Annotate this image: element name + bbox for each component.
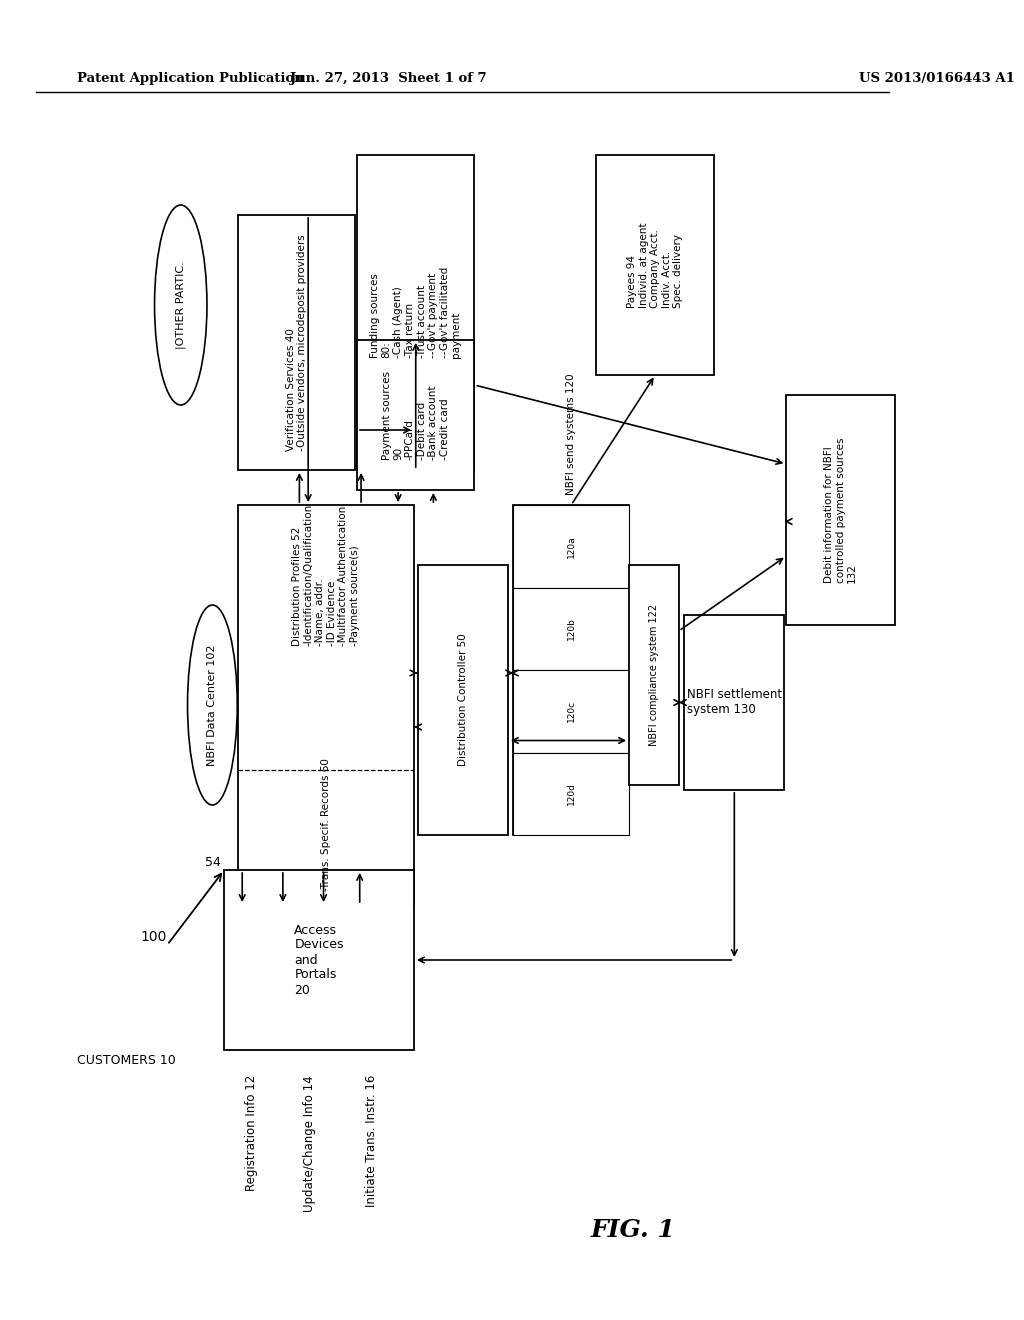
Bar bbox=[629, 565, 679, 785]
Text: NBFI compliance system 122: NBFI compliance system 122 bbox=[649, 605, 658, 746]
Bar bbox=[513, 587, 629, 671]
Text: Payees 94
Individ. at agent
Company Acct.
Indiv. Acct.
Spec. delivery: Payees 94 Individ. at agent Company Acct… bbox=[627, 222, 683, 308]
Bar bbox=[684, 615, 784, 789]
Bar bbox=[357, 341, 474, 490]
Bar bbox=[357, 154, 474, 470]
Text: 120b: 120b bbox=[566, 618, 575, 640]
Ellipse shape bbox=[187, 605, 238, 805]
Text: Payment sources
90
-PPCard
-Debit card
-Bank account
-Credit card: Payment sources 90 -PPCard -Debit card -… bbox=[382, 371, 450, 459]
Text: Update/Change Info 14: Update/Change Info 14 bbox=[303, 1074, 316, 1212]
Text: |OTHER PARTIC.: |OTHER PARTIC. bbox=[175, 261, 186, 348]
Ellipse shape bbox=[155, 205, 207, 405]
Text: FIG. 1: FIG. 1 bbox=[590, 1218, 675, 1242]
Bar bbox=[513, 671, 629, 752]
Text: 54: 54 bbox=[205, 855, 220, 869]
Text: Initiate Trans. Instr. 16: Initiate Trans. Instr. 16 bbox=[365, 1074, 378, 1208]
Text: CUSTOMERS 10: CUSTOMERS 10 bbox=[77, 1053, 176, 1067]
Bar bbox=[238, 506, 414, 906]
Text: Patent Application Publication: Patent Application Publication bbox=[77, 73, 303, 84]
Bar bbox=[513, 752, 629, 836]
Text: Access
Devices
and
Portals
20: Access Devices and Portals 20 bbox=[294, 924, 344, 997]
Text: Jun. 27, 2013  Sheet 1 of 7: Jun. 27, 2013 Sheet 1 of 7 bbox=[291, 73, 487, 84]
Text: NBFI settlement
system 130: NBFI settlement system 130 bbox=[687, 689, 782, 717]
Bar bbox=[224, 870, 414, 1049]
Bar bbox=[418, 565, 508, 836]
Text: 120d: 120d bbox=[566, 783, 575, 805]
Bar bbox=[786, 395, 895, 624]
Text: Distribution Profiles 52
-Identification/Qualification
-Name, addr.
-ID Evidence: Distribution Profiles 52 -Identification… bbox=[292, 504, 359, 645]
Bar bbox=[238, 215, 355, 470]
Bar bbox=[597, 154, 714, 375]
Text: Funding sources
80:
-Cash (Agent)
-Tax return
-Trust account
--Gov't payment
--G: Funding sources 80: -Cash (Agent) -Tax r… bbox=[370, 267, 462, 358]
Bar bbox=[513, 506, 629, 836]
Text: 120a: 120a bbox=[566, 535, 575, 557]
Text: 120c: 120c bbox=[566, 700, 575, 722]
Text: NBFI send systems 120: NBFI send systems 120 bbox=[566, 374, 577, 495]
Text: Distribution Controller 50: Distribution Controller 50 bbox=[458, 634, 468, 767]
Text: Debit information for NBFI
controlled payment sources
132: Debit information for NBFI controlled pa… bbox=[824, 437, 857, 582]
Bar bbox=[513, 506, 629, 587]
Text: -Trans. Specif. Records 60: -Trans. Specif. Records 60 bbox=[321, 759, 331, 891]
Text: Verification Services 40
-Outside vendors, microdeposit providers: Verification Services 40 -Outside vendor… bbox=[286, 234, 307, 451]
Text: Registration Info 12: Registration Info 12 bbox=[245, 1074, 258, 1191]
Text: US 2013/0166443 A1: US 2013/0166443 A1 bbox=[858, 73, 1015, 84]
Text: NBFI Data Center 102: NBFI Data Center 102 bbox=[208, 644, 217, 766]
Text: 100: 100 bbox=[140, 931, 167, 944]
